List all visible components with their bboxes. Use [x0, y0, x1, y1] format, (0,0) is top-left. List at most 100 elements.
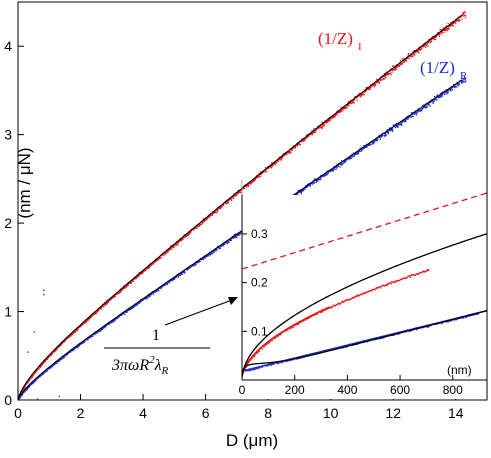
data-point: [152, 292, 155, 294]
data-point: [59, 360, 61, 362]
data-point: [462, 13, 464, 15]
data-point: [413, 274, 415, 276]
data-point: [441, 322, 443, 325]
data-point: [258, 175, 260, 177]
data-point: [210, 251, 213, 254]
data-point: [291, 149, 294, 151]
data-point: [290, 327, 292, 329]
data-point: [469, 315, 471, 317]
data-point: [263, 171, 265, 173]
data-point: [288, 151, 290, 154]
data-point: [477, 313, 479, 315]
data-point: [402, 120, 404, 122]
data-point: [148, 265, 150, 267]
data-point: [392, 281, 394, 283]
data-point: [375, 287, 378, 289]
stray-point: [36, 398, 39, 400]
data-point: [320, 126, 322, 128]
data-point: [348, 299, 351, 301]
data-point: [233, 195, 235, 197]
data-point: [403, 119, 405, 121]
data-point: [299, 143, 301, 145]
data-point: [204, 256, 206, 258]
data-point: [416, 112, 419, 114]
data-point: [198, 224, 200, 226]
data-point: [396, 126, 398, 128]
data-point: [391, 70, 393, 72]
data-point: [114, 295, 116, 297]
data-point: [296, 145, 298, 147]
data-point: [321, 310, 324, 313]
data-point: [227, 202, 229, 204]
data-point: [317, 126, 319, 128]
data-point: [370, 84, 372, 86]
data-point: [387, 131, 389, 134]
data-point: [181, 273, 183, 275]
data-point: [251, 357, 253, 359]
data-point: [215, 250, 217, 252]
data-point: [340, 163, 342, 165]
data-point: [233, 234, 235, 236]
data-point: [28, 386, 30, 388]
y-tick-label-2: 2: [4, 215, 12, 231]
data-point: [28, 381, 30, 383]
data-point: [373, 288, 375, 291]
x-tick-label-14: 14: [448, 405, 464, 421]
data-point: [170, 248, 173, 250]
data-point: [328, 171, 330, 173]
data-point: [392, 281, 395, 284]
data-point: [407, 275, 409, 277]
data-point: [410, 116, 412, 118]
data-point: [147, 295, 149, 298]
data-point: [122, 313, 125, 315]
data-point: [161, 254, 163, 256]
data-point: [458, 85, 460, 87]
data-point: [447, 90, 449, 92]
data-point: [331, 170, 333, 172]
annotation-arrow-head: [228, 297, 238, 305]
data-point: [292, 326, 294, 328]
data-point: [412, 55, 414, 57]
data-point: [258, 351, 260, 353]
data-point: [209, 254, 212, 256]
data-point: [107, 301, 109, 303]
data-point: [136, 277, 138, 279]
data-point: [74, 331, 76, 333]
data-point: [239, 233, 241, 236]
data-point: [331, 170, 334, 172]
data-point: [460, 317, 463, 319]
data-point: [140, 273, 142, 275]
data-point: [171, 246, 173, 248]
data-point: [389, 72, 391, 74]
data-point: [115, 319, 117, 321]
data-point: [212, 251, 214, 253]
x-axis-title: D (μm): [226, 431, 278, 450]
data-point: [463, 76, 466, 78]
data-point: [344, 106, 347, 108]
data-point: [437, 33, 440, 35]
data-point: [117, 317, 119, 319]
data-point: [19, 397, 21, 399]
inset-x-tick-label-200: 200: [285, 383, 305, 397]
formula-denominator-sub: R: [161, 365, 169, 377]
data-point: [333, 305, 335, 307]
data-point: [171, 280, 173, 282]
data-point: [134, 304, 136, 307]
data-point: [382, 284, 384, 287]
data-point: [255, 177, 257, 179]
data-point: [199, 224, 202, 226]
data-point: [192, 265, 195, 267]
data-point: [71, 349, 73, 352]
data-point: [221, 206, 223, 208]
data-point: [167, 250, 169, 252]
data-point: [158, 290, 160, 292]
data-point: [418, 109, 420, 111]
data-point: [44, 361, 46, 363]
data-point: [443, 92, 445, 94]
data-point: [442, 93, 444, 95]
data-point: [452, 24, 454, 26]
data-point: [346, 299, 349, 301]
data-point: [269, 341, 271, 343]
data-point: [464, 77, 466, 79]
data-point: [399, 60, 402, 62]
